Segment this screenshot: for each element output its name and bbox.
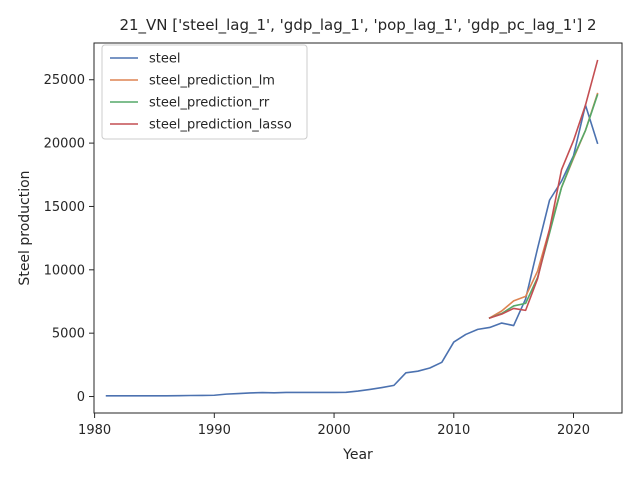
chart-title: 21_VN ['steel_lag_1', 'gdp_lag_1', 'pop_… xyxy=(119,16,596,35)
plot-area xyxy=(105,59,599,397)
y-tick-label: 0 xyxy=(77,390,85,405)
y-tick-label: 15000 xyxy=(44,200,85,215)
y-tick-label: 20000 xyxy=(44,137,85,152)
legend-label: steel_prediction_lm xyxy=(149,74,275,89)
x-axis: 1980 1990 2000 2010 2020 xyxy=(78,413,590,438)
x-tick-label: 2010 xyxy=(437,423,470,438)
x-axis-label: Year xyxy=(342,447,373,463)
y-tick-label: 5000 xyxy=(52,327,85,342)
legend: steel steel_prediction_lm steel_prediction… xyxy=(101,44,308,140)
legend-label: steel_prediction_lasso xyxy=(149,118,292,133)
legend-box xyxy=(101,44,308,140)
y-tick-label: 10000 xyxy=(44,263,85,278)
series-line-steel-prediction-lasso xyxy=(488,59,599,319)
y-tick-label: 25000 xyxy=(44,73,85,88)
legend-label: steel xyxy=(149,52,180,67)
series-line-steel-prediction-lm xyxy=(488,92,599,320)
legend-label: steel_prediction_rr xyxy=(149,96,270,111)
series-line-steel-prediction-rr xyxy=(488,93,599,319)
x-tick-label: 1980 xyxy=(78,423,111,438)
x-tick-label: 2000 xyxy=(318,423,351,438)
y-axis-label: Steel production xyxy=(17,170,33,285)
x-tick-label: 1990 xyxy=(198,423,231,438)
y-axis: 0 5000 10000 15000 20000 25000 xyxy=(44,73,94,405)
series-line-steel xyxy=(105,104,599,397)
x-tick-label: 2020 xyxy=(557,423,590,438)
plot-frame xyxy=(93,42,623,414)
